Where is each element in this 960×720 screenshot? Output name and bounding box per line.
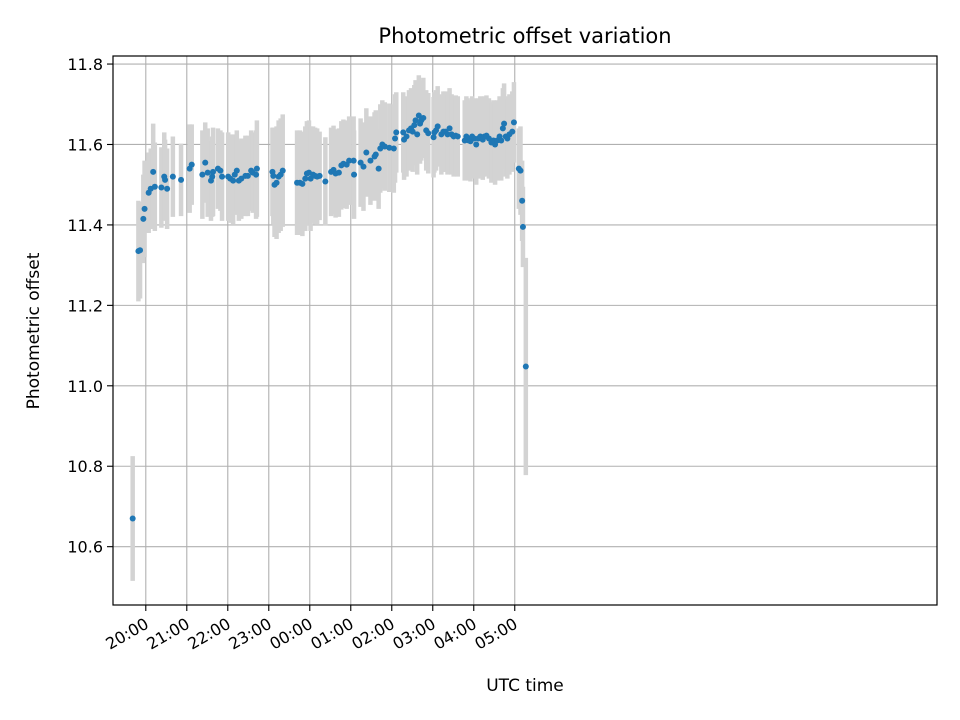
data-point-11 xyxy=(162,176,169,183)
data-point-13 xyxy=(169,173,176,180)
data-point-74 xyxy=(375,165,382,172)
data-point-94 xyxy=(420,114,427,121)
data-point-40 xyxy=(270,172,277,179)
y-tick-label-5: 11.6 xyxy=(67,135,103,154)
x-tick-label-3: 23:00 xyxy=(225,614,274,654)
data-point-45 xyxy=(279,167,286,174)
data-point-77 xyxy=(381,143,388,150)
data-point-88 xyxy=(411,122,418,129)
data-point-104 xyxy=(444,131,451,138)
data-point-9 xyxy=(158,184,165,191)
y-tick-label-1: 10.8 xyxy=(67,457,103,476)
data-point-42 xyxy=(273,179,280,186)
data-point-66 xyxy=(350,157,357,164)
x-tick-label-4: 00:00 xyxy=(266,614,315,654)
data-point-70 xyxy=(363,149,370,156)
x-tick-label-8: 04:00 xyxy=(430,614,479,654)
data-point-18 xyxy=(202,159,209,166)
error-bars xyxy=(130,75,529,581)
data-point-22 xyxy=(210,168,217,175)
data-point-30 xyxy=(233,167,240,174)
data-point-129 xyxy=(498,137,505,144)
data-point-24 xyxy=(217,167,224,174)
x-axis-label: UTC time xyxy=(486,676,564,696)
data-point-140 xyxy=(519,223,526,230)
data-point-34 xyxy=(244,172,251,179)
data-point-12 xyxy=(164,185,171,192)
data-point-82 xyxy=(400,129,407,136)
data-point-87 xyxy=(409,128,416,135)
data-point-89 xyxy=(412,117,419,124)
data-point-8 xyxy=(151,183,158,190)
x-axis-ticks: 20:0021:0022:0023:0000:0001:0002:0003:00… xyxy=(102,605,521,654)
x-tick-label-1: 21:00 xyxy=(143,614,192,654)
x-tick-label-2: 22:00 xyxy=(184,614,233,654)
data-point-91 xyxy=(415,112,422,119)
data-point-7 xyxy=(150,168,157,175)
data-point-97 xyxy=(430,134,437,141)
x-tick-label-7: 03:00 xyxy=(389,614,438,654)
data-point-69 xyxy=(360,163,367,170)
data-point-19 xyxy=(204,169,211,176)
data-point-17 xyxy=(199,171,206,178)
data-point-67 xyxy=(351,171,358,178)
data-point-73 xyxy=(372,151,379,158)
data-point-14 xyxy=(178,176,185,183)
y-tick-label-2: 11.0 xyxy=(67,377,103,396)
data-point-3 xyxy=(140,215,147,222)
data-point-48 xyxy=(299,180,306,187)
data-point-25 xyxy=(219,173,226,180)
data-point-131 xyxy=(501,120,508,127)
data-point-105 xyxy=(446,125,453,132)
data-point-100 xyxy=(434,123,441,130)
data-point-28 xyxy=(230,177,237,184)
data-point-84 xyxy=(403,133,410,140)
data-point-116 xyxy=(471,135,478,142)
data-point-139 xyxy=(519,197,526,204)
data-point-138 xyxy=(517,167,524,174)
data-point-81 xyxy=(393,129,400,136)
chart-title: Photometric offset variation xyxy=(378,24,671,48)
x-tick-label-6: 02:00 xyxy=(348,614,397,654)
data-point-16 xyxy=(188,161,195,168)
x-tick-label-5: 01:00 xyxy=(307,614,356,654)
data-point-56 xyxy=(316,172,323,179)
data-point-90 xyxy=(414,131,421,138)
data-point-4 xyxy=(141,205,148,212)
data-point-109 xyxy=(454,133,461,140)
data-point-49 xyxy=(302,175,309,182)
plot-area-frame xyxy=(112,55,938,606)
data-point-135 xyxy=(509,128,516,135)
data-point-57 xyxy=(322,178,329,185)
data-points xyxy=(129,112,529,522)
y-axis-ticks: 10.6 10.8 11.0 11.2 11.4 11.6 11.8 xyxy=(67,55,113,557)
data-point-71 xyxy=(367,157,374,164)
data-point-37 xyxy=(253,171,260,178)
data-point-21 xyxy=(209,173,216,180)
y-tick-label-4: 11.4 xyxy=(67,216,103,235)
data-point-130 xyxy=(499,125,506,132)
data-point-96 xyxy=(425,130,432,137)
data-point-78 xyxy=(386,144,393,151)
data-point-136 xyxy=(510,119,517,126)
data-point-141 xyxy=(522,363,529,370)
data-point-2 xyxy=(137,247,144,254)
data-point-117 xyxy=(473,141,480,148)
y-tick-label-3: 11.2 xyxy=(67,296,103,315)
data-point-38 xyxy=(253,165,260,172)
y-tick-label-6: 11.8 xyxy=(67,55,103,74)
x-tick-label-9: 05:00 xyxy=(471,614,520,654)
data-point-79 xyxy=(390,145,397,152)
y-axis-label: Photometric offset xyxy=(24,252,44,409)
y-tick-label-0: 10.6 xyxy=(67,538,103,557)
data-point-80 xyxy=(392,135,399,142)
data-point-65 xyxy=(346,157,353,164)
x-tick-label-0: 20:00 xyxy=(102,614,151,654)
data-point-0 xyxy=(129,515,136,522)
data-point-61 xyxy=(335,169,342,176)
